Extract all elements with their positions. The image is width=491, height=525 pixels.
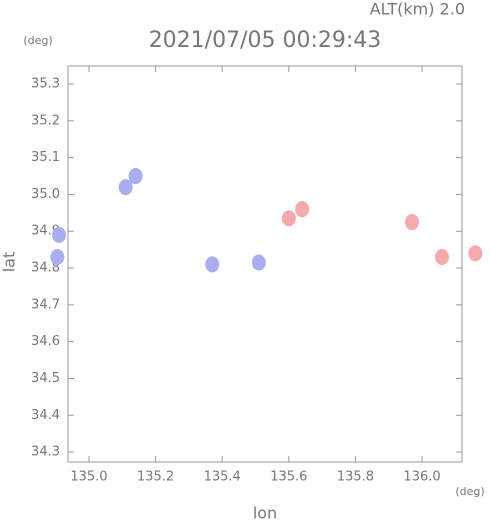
echo — [118, 179, 133, 196]
y-tick-label: 34.6 — [31, 334, 60, 349]
x-tick-label: 135.8 — [337, 470, 374, 485]
y-tick-label: 34.8 — [31, 261, 60, 276]
echo — [468, 245, 483, 262]
y-tick-label: 35.3 — [31, 77, 60, 92]
x-unit: (deg) — [455, 485, 484, 498]
y-tick-label: 34.5 — [31, 371, 60, 386]
x-tick-label: 136.0 — [403, 470, 440, 485]
echo — [52, 226, 67, 243]
x-axis-label: lon — [253, 504, 277, 522]
y-axis-label: lat — [0, 252, 19, 273]
x-tick-label: 135.4 — [204, 470, 241, 485]
echo — [405, 214, 420, 231]
chart-title: 2021/07/05 00:29:43 — [149, 28, 382, 53]
plot-frame — [67, 65, 463, 463]
echo — [50, 249, 65, 266]
y-unit: (deg) — [23, 34, 52, 47]
echo — [281, 210, 296, 227]
y-tick-label: 34.7 — [31, 297, 60, 312]
echo — [295, 201, 310, 218]
y-tick-label: 34.4 — [31, 408, 60, 423]
y-tick-label: 35.1 — [31, 150, 60, 165]
subtitle: ALT(km) 2.0 — [370, 0, 465, 19]
y-tick-label: 34.3 — [31, 445, 60, 460]
x-tick-label: 135.2 — [137, 470, 174, 485]
echo — [128, 168, 143, 185]
echo — [205, 256, 220, 273]
y-tick-label: 35.0 — [31, 187, 60, 202]
x-tick-label: 135.0 — [70, 470, 107, 485]
y-tick-label: 35.2 — [31, 113, 60, 128]
x-tick-label: 135.6 — [270, 470, 307, 485]
echo — [251, 254, 266, 271]
echo — [435, 249, 450, 266]
